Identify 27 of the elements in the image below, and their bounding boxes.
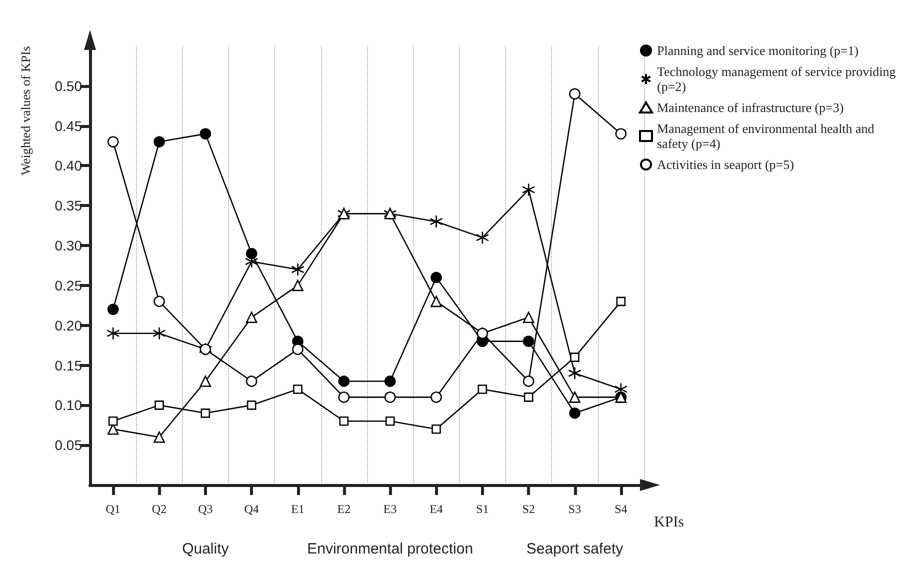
legend-label: Activities in seaport (p=5) bbox=[657, 157, 794, 172]
x-tick-label: E3 bbox=[383, 502, 397, 516]
x-tick-label: E1 bbox=[291, 502, 304, 516]
x-axis-title: KPIs bbox=[654, 514, 684, 530]
y-tick-label: 0.45 bbox=[54, 118, 82, 134]
x-tick-label: Q4 bbox=[244, 502, 259, 516]
x-tick-label: S2 bbox=[522, 502, 535, 516]
text: Environmental protection bbox=[307, 540, 474, 558]
legend-label: Planning and service monitoring (p=1) bbox=[657, 43, 859, 58]
y-tick-label: 0.25 bbox=[54, 277, 82, 294]
y-tick-label: 0.05 bbox=[54, 437, 82, 454]
x-tick-label: Q2 bbox=[152, 502, 167, 516]
x-tick-label: S3 bbox=[568, 502, 582, 516]
y-axis-title: Weighted values of KPIs bbox=[18, 46, 33, 176]
x-tick-label: S4 bbox=[614, 502, 628, 516]
text: Seaport safety bbox=[526, 540, 624, 558]
y-tick-label: 0.15 bbox=[54, 357, 82, 374]
text: Quality bbox=[182, 540, 230, 558]
legend-label: Maintenance of infrastructure (p=3) bbox=[657, 100, 844, 115]
x-tick-label: Q1 bbox=[106, 502, 120, 516]
x-tick-label: E2 bbox=[337, 502, 351, 516]
legend-label: Technology management of service providing (p=2) bbox=[657, 64, 900, 94]
legend-label: Management of environmental health and safety (p=4) bbox=[657, 121, 878, 151]
x-tick-label: S1 bbox=[476, 502, 489, 516]
y-tick-label: 0.35 bbox=[54, 198, 82, 214]
x-tick-label: Q3 bbox=[198, 502, 213, 516]
x-tick-label: E4 bbox=[430, 502, 443, 516]
